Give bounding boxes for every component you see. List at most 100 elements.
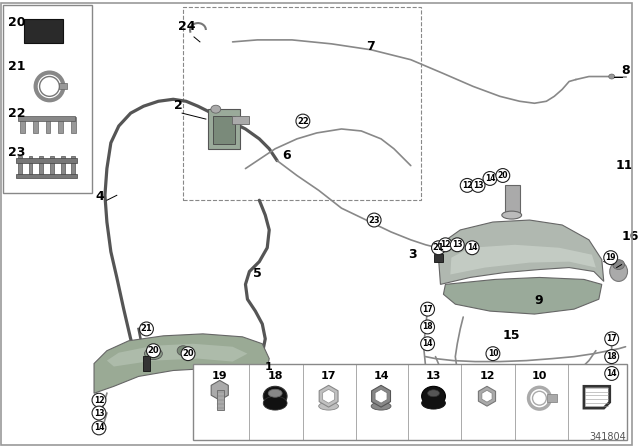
Text: 20: 20 [8,16,26,29]
Polygon shape [451,245,596,275]
Polygon shape [482,390,492,402]
Ellipse shape [371,402,391,410]
Text: 13: 13 [452,240,463,249]
Text: 24: 24 [178,20,196,33]
Circle shape [181,347,195,361]
Bar [547,394,557,402]
Text: 23: 23 [369,215,380,224]
Bar [3,5,92,194]
Text: 4: 4 [95,190,104,203]
Text: 12: 12 [440,240,451,249]
Bar [71,117,76,133]
Polygon shape [107,344,248,366]
Bar [505,185,520,215]
Ellipse shape [145,348,163,360]
Ellipse shape [422,386,445,406]
Ellipse shape [428,390,440,397]
Text: 12: 12 [462,181,472,190]
Text: 5: 5 [253,267,262,280]
Bar [183,7,420,200]
Bar [143,356,150,371]
Ellipse shape [177,346,189,356]
Polygon shape [372,385,390,407]
Bar [61,156,65,176]
Polygon shape [479,386,495,406]
Text: 10: 10 [488,349,498,358]
Ellipse shape [609,74,614,79]
Bar [29,156,33,176]
Circle shape [471,178,485,192]
Bar [60,83,67,90]
Text: 18: 18 [422,323,433,332]
Text: 20: 20 [182,349,194,358]
Text: 16: 16 [621,230,639,243]
Text: 22: 22 [297,116,308,125]
Circle shape [605,366,619,380]
Text: 19: 19 [212,371,228,381]
Bar [58,117,63,133]
Text: 18: 18 [268,371,283,381]
Bar [213,116,235,144]
Bar [71,156,76,176]
Polygon shape [94,334,269,393]
Bar [50,156,54,176]
Text: 3: 3 [408,248,417,261]
Circle shape [140,322,154,336]
Text: 21: 21 [433,243,444,252]
Ellipse shape [263,386,287,406]
Circle shape [367,213,381,227]
Polygon shape [375,389,387,403]
Circle shape [420,302,435,316]
Circle shape [420,337,435,351]
Text: 21: 21 [141,324,152,333]
Text: 19: 19 [605,253,616,262]
Bar [16,158,77,163]
Polygon shape [444,277,602,314]
Text: 20: 20 [497,171,508,180]
FancyBboxPatch shape [24,19,63,43]
Text: 14: 14 [93,423,104,432]
Circle shape [605,350,619,364]
Polygon shape [438,220,604,284]
Circle shape [604,251,618,265]
Text: 14: 14 [422,339,433,348]
Bar [18,116,76,121]
Text: 14: 14 [484,174,495,183]
Bar [208,109,239,149]
Polygon shape [319,385,338,407]
Ellipse shape [612,260,625,270]
Text: 17: 17 [321,371,337,381]
Bar [232,116,250,124]
Text: 18: 18 [606,352,617,361]
Text: 11: 11 [616,159,633,172]
Circle shape [465,241,479,254]
Text: 341804: 341804 [590,432,627,442]
Text: 13: 13 [426,371,441,381]
Text: 10: 10 [532,371,547,381]
Ellipse shape [502,211,522,219]
Bar [33,117,38,133]
Bar [16,173,77,178]
Ellipse shape [319,402,339,410]
Circle shape [92,393,106,407]
Text: 17: 17 [422,305,433,314]
Text: 13: 13 [93,409,104,418]
Text: 20: 20 [148,346,159,355]
Polygon shape [323,389,335,403]
Circle shape [40,77,60,96]
Circle shape [451,238,464,252]
Bar [18,156,22,176]
Text: 6: 6 [282,149,291,162]
Text: 14: 14 [467,243,477,252]
Circle shape [147,344,161,358]
Text: 17: 17 [606,334,617,343]
Circle shape [92,421,106,435]
Ellipse shape [263,396,287,410]
Circle shape [496,168,509,182]
Text: 12: 12 [479,371,495,381]
Ellipse shape [268,389,282,397]
Bar [193,364,627,440]
Ellipse shape [211,105,221,113]
Text: 12: 12 [93,396,104,405]
Circle shape [460,178,474,192]
